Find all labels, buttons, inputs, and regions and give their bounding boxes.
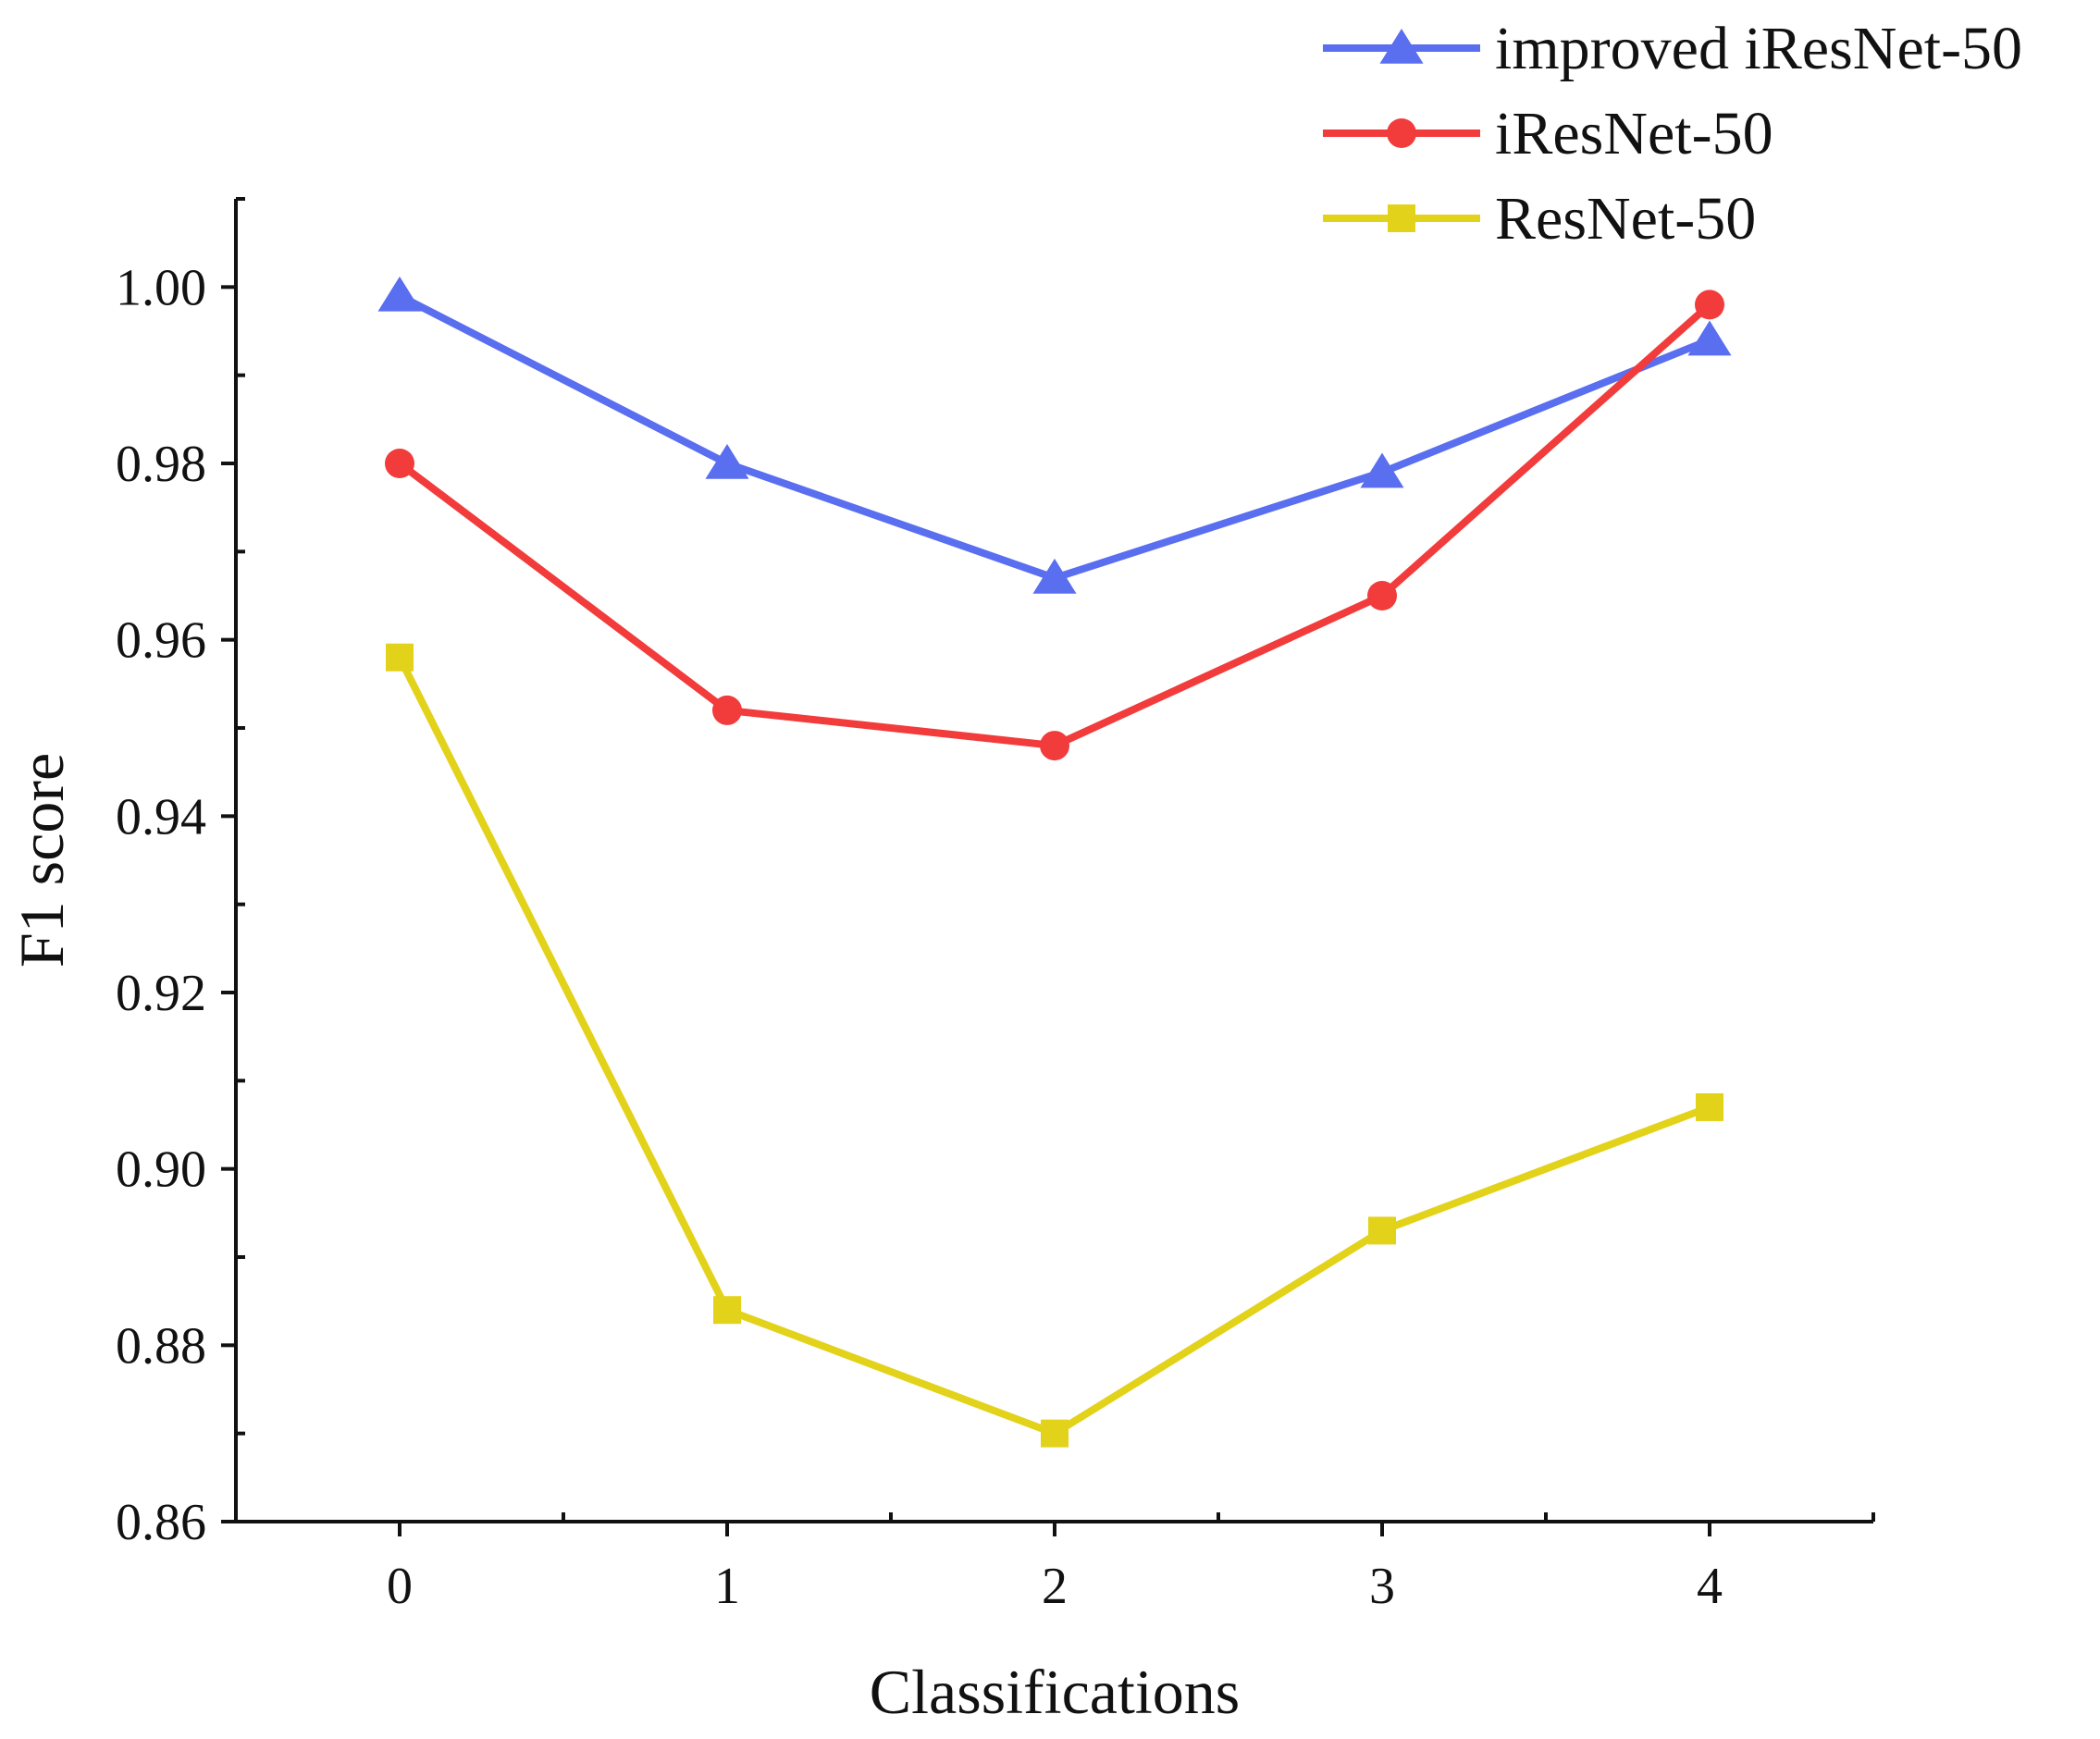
legend-marker-improved-iresnet-50 xyxy=(1379,29,1424,64)
data-point-resnet-50 xyxy=(1368,1216,1396,1245)
legend-item-iresnet-50: iResNet-50 xyxy=(1323,100,1773,167)
y-tick-label: 1.00 xyxy=(116,259,206,316)
data-point-iresnet-50 xyxy=(1367,581,1397,610)
data-point-improved-iresnet-50 xyxy=(1687,320,1732,356)
y-tick-label: 0.92 xyxy=(116,965,206,1022)
data-point-resnet-50 xyxy=(386,643,414,672)
series-line-iresnet-50 xyxy=(397,302,1712,750)
legend-label-resnet-50: ResNet-50 xyxy=(1495,185,1756,253)
y-tick-label: 0.90 xyxy=(116,1141,206,1199)
data-point-improved-iresnet-50 xyxy=(705,444,749,479)
legend-label-iresnet-50: iResNet-50 xyxy=(1495,100,1773,167)
x-tick-label: 2 xyxy=(1042,1558,1068,1615)
legend-item-improved-iresnet-50: improved iResNet-50 xyxy=(1323,15,2022,82)
y-ticks: 0.86 0.88 0.90 0.92 0.94 0.96 0.98 1.00 xyxy=(116,197,245,1551)
x-axis-title: Classifications xyxy=(870,1657,1240,1727)
y-tick-label: 0.94 xyxy=(116,788,206,845)
y-axis-title: F1 score xyxy=(6,753,77,968)
data-point-iresnet-50 xyxy=(385,449,414,478)
data-point-iresnet-50 xyxy=(712,695,742,725)
y-tick-label: 0.96 xyxy=(116,612,206,670)
data-point-resnet-50 xyxy=(1041,1419,1069,1448)
x-tick-label: 3 xyxy=(1369,1558,1395,1615)
x-tick-label: 1 xyxy=(714,1558,740,1615)
legend-label-improved-iresnet-50: improved iResNet-50 xyxy=(1495,15,2022,82)
legend-item-resnet-50: ResNet-50 xyxy=(1323,185,1756,253)
data-point-iresnet-50 xyxy=(1040,731,1069,761)
data-point-improved-iresnet-50 xyxy=(377,276,422,312)
series-group xyxy=(377,276,1732,1448)
data-point-resnet-50 xyxy=(713,1296,741,1325)
series-improved-iresnet-50 xyxy=(377,276,1732,594)
legend-marker-resnet-50 xyxy=(1388,204,1415,232)
series-iresnet-50 xyxy=(385,290,1724,761)
data-point-improved-iresnet-50 xyxy=(1360,452,1404,488)
x-ticks: 0 1 2 3 4 xyxy=(387,1512,1875,1615)
legend-marker-iresnet-50 xyxy=(1387,118,1416,148)
x-tick-label: 4 xyxy=(1697,1558,1723,1615)
y-tick-label: 0.86 xyxy=(116,1494,206,1551)
data-point-improved-iresnet-50 xyxy=(1032,558,1077,594)
series-resnet-50 xyxy=(386,643,1723,1448)
y-tick-label: 0.98 xyxy=(116,436,206,493)
y-tick-label: 0.88 xyxy=(116,1317,206,1375)
axes: 0.86 0.88 0.90 0.92 0.94 0.96 0.98 1.00 0 1 2 3 4 xyxy=(116,197,1875,1615)
data-point-resnet-50 xyxy=(1696,1092,1723,1121)
legend: improved iResNet-50 iResNet-50 ResNet-50 xyxy=(1323,15,2022,253)
x-tick-label: 0 xyxy=(387,1558,413,1615)
data-point-iresnet-50 xyxy=(1695,290,1724,320)
series-line-resnet-50 xyxy=(396,655,1711,1437)
series-line-improved-iresnet-50 xyxy=(398,292,1711,582)
